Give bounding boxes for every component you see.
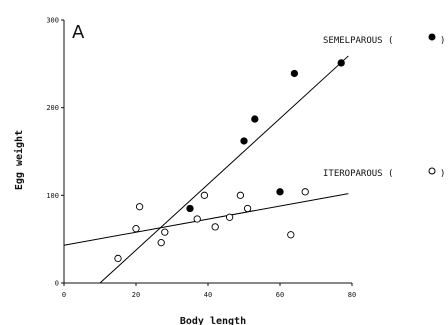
legend-iteroparous-marker (428, 167, 436, 175)
panel-label: A (72, 22, 85, 43)
iteroparous-point (211, 223, 219, 231)
fit-lines (63, 55, 349, 284)
iteroparous-point (161, 228, 169, 236)
x-tick-label: 40 (204, 291, 212, 299)
iteroparous-point (135, 203, 144, 211)
x-tick-label: 0 (62, 291, 66, 299)
legend-semelparous: SEMELPAROUS ( ) (323, 33, 445, 46)
ticks: 0 20 40 60 80 0 100 200 300 (46, 17, 356, 300)
legend-semelparous-close: ) (440, 36, 445, 46)
iteroparous-point (287, 231, 295, 239)
y-tick-label: 200 (46, 104, 59, 112)
legend-iteroparous-close: ) (440, 169, 445, 179)
iteroparous-point (236, 191, 245, 199)
x-axis-title: Body length (180, 316, 246, 325)
iteroparous-fit-line (63, 193, 349, 246)
x-tick-label: 80 (348, 291, 356, 299)
iteroparous-point (193, 215, 201, 223)
legend-semelparous-label: SEMELPAROUS ( (323, 36, 393, 46)
y-tick-label: 100 (46, 192, 59, 200)
legend-iteroparous-label: ITEROPAROUS ( (323, 169, 393, 179)
semelparous-point (251, 115, 259, 123)
iteroparous-point (157, 239, 165, 247)
semelparous-point (276, 188, 284, 196)
iteroparous-point (114, 254, 122, 263)
semelparous-point (337, 59, 345, 67)
legend-semelparous-marker (428, 33, 436, 41)
y-tick-label: 300 (46, 17, 59, 25)
semelparous-fit-line (99, 55, 349, 284)
x-tick-label: 60 (276, 291, 284, 299)
y-tick-label: 0 (55, 280, 59, 288)
legend-iteroparous: ITEROPAROUS ( ) (323, 167, 445, 179)
data-points (114, 59, 345, 263)
y-axis-title: Egg weight (13, 130, 25, 190)
axes (63, 20, 352, 284)
semelparous-point (290, 69, 299, 78)
iteroparous-point (225, 213, 234, 221)
iteroparous-point (132, 224, 140, 233)
iteroparous-point (301, 188, 309, 196)
iteroparous-point (243, 204, 252, 213)
iteroparous-point (200, 191, 209, 199)
semelparous-point (240, 137, 248, 145)
x-tick-label: 20 (132, 291, 140, 299)
semelparous-point (186, 204, 194, 213)
